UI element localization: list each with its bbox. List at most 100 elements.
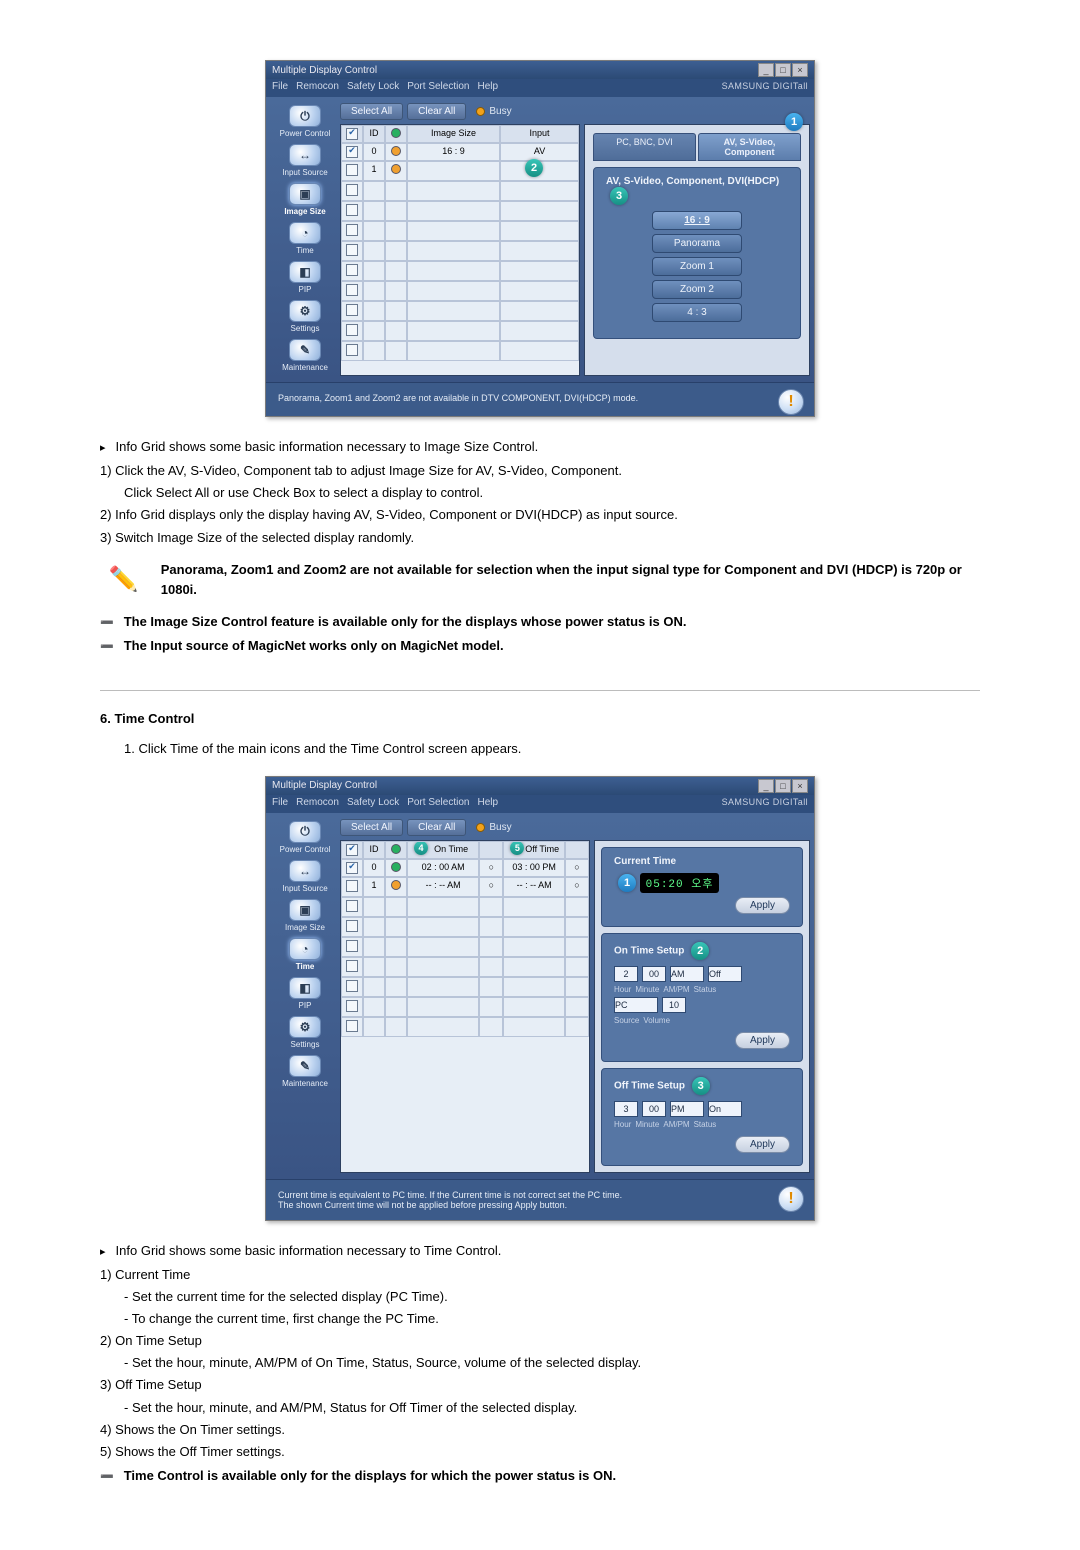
menu-help[interactable]: Help [477,797,498,811]
row-checkbox[interactable] [346,1020,358,1032]
sidebar-item-image-size[interactable]: ▣Image Size [272,183,338,216]
option-zoom-2[interactable]: Zoom 2 [652,280,742,299]
sidebar-item-input-source[interactable]: ↔Input Source [272,860,338,893]
sidebar-item-settings[interactable]: ⚙Settings [272,1016,338,1049]
menu-remocon[interactable]: Remocon [296,797,339,811]
row-checkbox[interactable] [346,1000,358,1012]
on-hour[interactable] [614,966,638,982]
table-row[interactable] [341,221,579,241]
row-checkbox[interactable] [346,224,358,236]
menu-port-selection[interactable]: Port Selection [407,81,469,95]
sidebar-item-pip[interactable]: ◧PIP [272,977,338,1010]
table-row[interactable] [341,917,589,937]
apply-current-time[interactable]: Apply [735,897,790,914]
clear-all-button[interactable]: Clear All [407,819,466,836]
row-checkbox[interactable] [346,244,358,256]
table-row[interactable] [341,977,589,997]
off-minute[interactable] [642,1101,666,1117]
apply-off-time[interactable]: Apply [735,1136,790,1153]
header-checkbox[interactable] [346,128,358,140]
sidebar-item-power-control[interactable]: ⏻Power Control [272,105,338,138]
menu-remocon[interactable]: Remocon [296,81,339,95]
sidebar-item-maintenance[interactable]: ✎Maintenance [272,1055,338,1088]
row-checkbox[interactable] [346,204,358,216]
on-source[interactable] [614,997,658,1013]
header-checkbox[interactable] [346,844,358,856]
row-checkbox[interactable] [346,980,358,992]
table-row[interactable]: 1 [341,161,579,181]
table-row[interactable] [341,181,579,201]
sidebar-item-time[interactable]: ◔Time [272,222,338,255]
menu-file[interactable]: File [272,797,288,811]
sidebar-item-input-source[interactable]: ↔Input Source [272,144,338,177]
close-button[interactable]: × [792,63,808,77]
option-zoom-1[interactable]: Zoom 1 [652,257,742,276]
maximize-button[interactable]: □ [775,779,791,793]
menu-help[interactable]: Help [477,81,498,95]
titlebar[interactable]: Multiple Display Control _ □ × [266,777,814,795]
option-4-3[interactable]: 4 : 3 [652,303,742,322]
minimize-button[interactable]: _ [758,63,774,77]
table-row[interactable] [341,241,579,261]
sidebar-item-time[interactable]: ◔Time [272,938,338,971]
row-checkbox[interactable] [346,960,358,972]
sidebar-item-settings[interactable]: ⚙Settings [272,300,338,333]
row-checkbox[interactable] [346,900,358,912]
clear-all-button[interactable]: Clear All [407,103,466,120]
table-row[interactable] [341,897,589,917]
minimize-button[interactable]: _ [758,779,774,793]
row-checkbox[interactable] [346,862,358,874]
close-button[interactable]: × [792,779,808,793]
maximize-button[interactable]: □ [775,63,791,77]
sidebar-item-maintenance[interactable]: ✎Maintenance [272,339,338,372]
row-checkbox[interactable] [346,304,358,316]
row-checkbox[interactable] [346,920,358,932]
option-panorama[interactable]: Panorama [652,234,742,253]
table-row[interactable]: 002 : 00 AM○03 : 00 PM○ [341,859,589,877]
table-row[interactable] [341,1017,589,1037]
on-volume[interactable] [662,997,686,1013]
tab-pc-bnc-dvi[interactable]: PC, BNC, DVI [593,133,696,161]
sidebar-item-power-control[interactable]: ⏻Power Control [272,821,338,854]
row-checkbox[interactable] [346,940,358,952]
table-row[interactable]: 016 : 9AV [341,143,579,161]
off-status[interactable] [708,1101,742,1117]
on-status[interactable] [708,966,742,982]
dash-icon [100,636,118,656]
table-row[interactable] [341,201,579,221]
cell-id [363,341,385,361]
tab-av-svideo-component[interactable]: AV, S-Video, Component [698,133,801,161]
option-16-9[interactable]: 16 : 9 [652,211,742,230]
sidebar-item-pip[interactable]: ◧PIP [272,261,338,294]
select-all-button[interactable]: Select All [340,103,403,120]
on-minute[interactable] [642,966,666,982]
row-checkbox[interactable] [346,344,358,356]
menu-file[interactable]: File [272,81,288,95]
titlebar[interactable]: Multiple Display Control _ □ × [266,61,814,79]
on-ampm[interactable] [670,966,704,982]
table-row[interactable]: 1-- : -- AM○-- : -- AM○ [341,877,589,897]
row-checkbox[interactable] [346,184,358,196]
table-row[interactable] [341,957,589,977]
menu-port-selection[interactable]: Port Selection [407,797,469,811]
table-row[interactable] [341,997,589,1017]
table-row[interactable] [341,281,579,301]
menu-safety-lock[interactable]: Safety Lock [347,797,399,811]
row-checkbox[interactable] [346,880,358,892]
apply-on-time[interactable]: Apply [735,1032,790,1049]
off-ampm[interactable] [670,1101,704,1117]
row-checkbox[interactable] [346,146,358,158]
table-row[interactable] [341,321,579,341]
off-hour[interactable] [614,1101,638,1117]
row-checkbox[interactable] [346,324,358,336]
menu-safety-lock[interactable]: Safety Lock [347,81,399,95]
table-row[interactable] [341,937,589,957]
row-checkbox[interactable] [346,164,358,176]
row-checkbox[interactable] [346,264,358,276]
table-row[interactable] [341,261,579,281]
sidebar-item-image-size[interactable]: ▣Image Size [272,899,338,932]
table-row[interactable] [341,301,579,321]
table-row[interactable] [341,341,579,361]
select-all-button[interactable]: Select All [340,819,403,836]
row-checkbox[interactable] [346,284,358,296]
